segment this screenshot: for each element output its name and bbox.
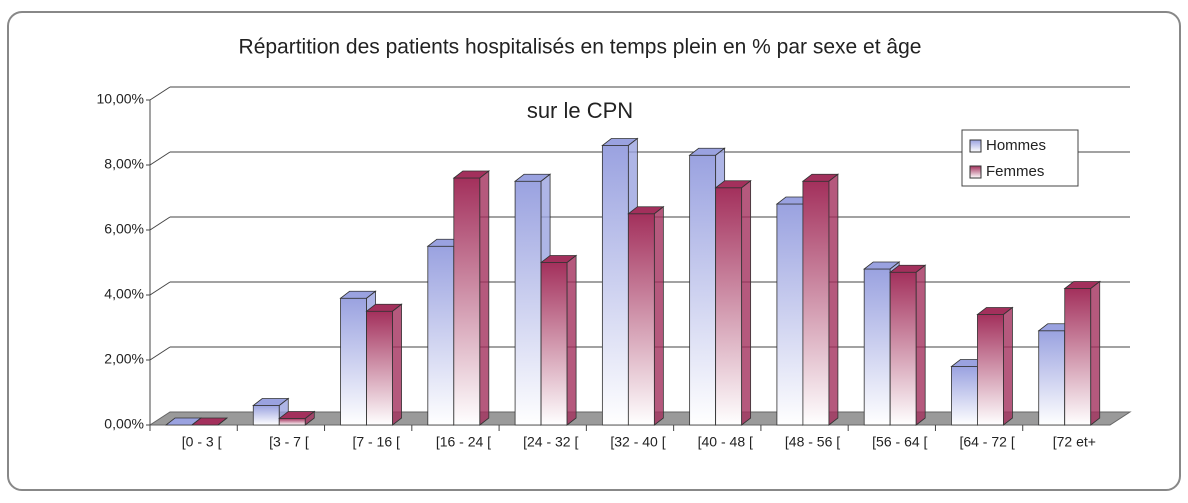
chart-subtitle: sur le CPN <box>527 98 633 123</box>
bar-front <box>278 418 306 426</box>
bar <box>365 303 403 426</box>
legend-swatch <box>969 139 982 153</box>
legend-swatch <box>969 165 982 179</box>
bar-front <box>453 177 481 426</box>
x-tick-label: [64 - 72 [ <box>959 434 1014 450</box>
x-tick-label: [7 - 16 [ <box>352 434 400 450</box>
bar-side <box>1090 280 1101 426</box>
x-tick-label: [16 - 24 [ <box>436 434 491 450</box>
x-tick-label: [0 - 3 [ <box>182 434 222 450</box>
bar-front <box>366 310 393 426</box>
bar <box>452 170 490 426</box>
bar <box>190 417 229 426</box>
bar-front <box>977 314 1004 426</box>
bar-front <box>514 180 542 426</box>
bar <box>801 173 840 426</box>
x-tick-label: [32 - 40 [ <box>610 434 665 450</box>
legend-label: Hommes <box>986 137 1046 154</box>
bar-front <box>427 245 455 426</box>
bar-front <box>889 271 917 426</box>
bar <box>889 264 927 426</box>
bar-front <box>340 297 367 426</box>
bar-front <box>951 366 978 426</box>
y-tick-label: 2,00% <box>104 351 144 367</box>
bar-side <box>304 410 315 426</box>
bar-front <box>1038 330 1066 426</box>
grid-line <box>149 86 171 101</box>
bar-side <box>653 205 664 426</box>
bar-side <box>915 264 926 426</box>
bar-front <box>802 180 830 426</box>
bar-side <box>1003 306 1013 426</box>
y-tick-label: 6,00% <box>104 221 144 237</box>
grid-line <box>149 281 171 296</box>
bar <box>976 306 1014 426</box>
bar-front <box>540 262 568 426</box>
bar-side <box>217 417 228 426</box>
y-tick-label: 8,00% <box>104 156 144 172</box>
bar-front <box>863 268 891 426</box>
bar-side <box>828 173 839 426</box>
grid-line <box>149 151 171 166</box>
x-tick-label: [48 - 56 [ <box>785 434 840 450</box>
bar-front <box>601 145 629 426</box>
bar-front <box>252 405 280 426</box>
bar-side <box>741 179 752 426</box>
grid-line <box>149 346 171 361</box>
bar-front <box>715 187 743 426</box>
bar-side <box>566 254 577 426</box>
bar <box>1063 280 1101 426</box>
bar-front <box>689 154 717 426</box>
bar <box>278 410 316 426</box>
bar <box>539 254 578 426</box>
bar-side <box>392 303 402 426</box>
x-tick-label: [24 - 32 [ <box>523 434 578 450</box>
bar-front <box>627 213 655 426</box>
legend-box <box>961 129 1079 187</box>
y-tick-label: 4,00% <box>104 286 144 302</box>
legend-label: Femmes <box>986 163 1044 180</box>
y-tick-label: 0,00% <box>104 416 144 432</box>
x-tick-label: [40 - 48 [ <box>698 434 753 450</box>
bar <box>714 179 752 426</box>
bar-front <box>776 203 804 426</box>
bar-side <box>479 170 490 426</box>
y-tick-label: 10,00% <box>97 91 144 107</box>
x-tick-label: [56 - 64 [ <box>872 434 927 450</box>
x-tick-label: [72 et+ <box>1053 434 1096 450</box>
chart-title: Répartition des patients hospitalisés en… <box>239 36 922 59</box>
bar-front <box>1064 288 1092 426</box>
grid-line <box>149 216 171 231</box>
x-tick-label: [3 - 7 [ <box>269 434 309 450</box>
bar <box>627 205 665 426</box>
